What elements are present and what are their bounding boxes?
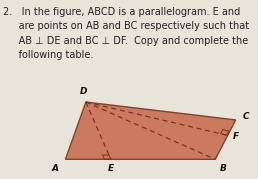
Text: A: A bbox=[52, 164, 59, 173]
Text: B: B bbox=[220, 164, 227, 173]
Text: 2.   In the figure, ABCD is a parallelogram. E and: 2. In the figure, ABCD is a parallelogra… bbox=[3, 7, 240, 17]
Polygon shape bbox=[66, 102, 236, 159]
Text: D: D bbox=[79, 87, 87, 96]
Text: F: F bbox=[233, 132, 239, 141]
Text: are points on AB and BC respectively such that: are points on AB and BC respectively suc… bbox=[3, 21, 249, 32]
Text: E: E bbox=[108, 164, 114, 173]
Text: following table.: following table. bbox=[3, 50, 93, 60]
Text: C: C bbox=[243, 112, 249, 121]
Text: AB ⊥ DE and BC ⊥ DF.  Copy and complete the: AB ⊥ DE and BC ⊥ DF. Copy and complete t… bbox=[3, 36, 248, 46]
